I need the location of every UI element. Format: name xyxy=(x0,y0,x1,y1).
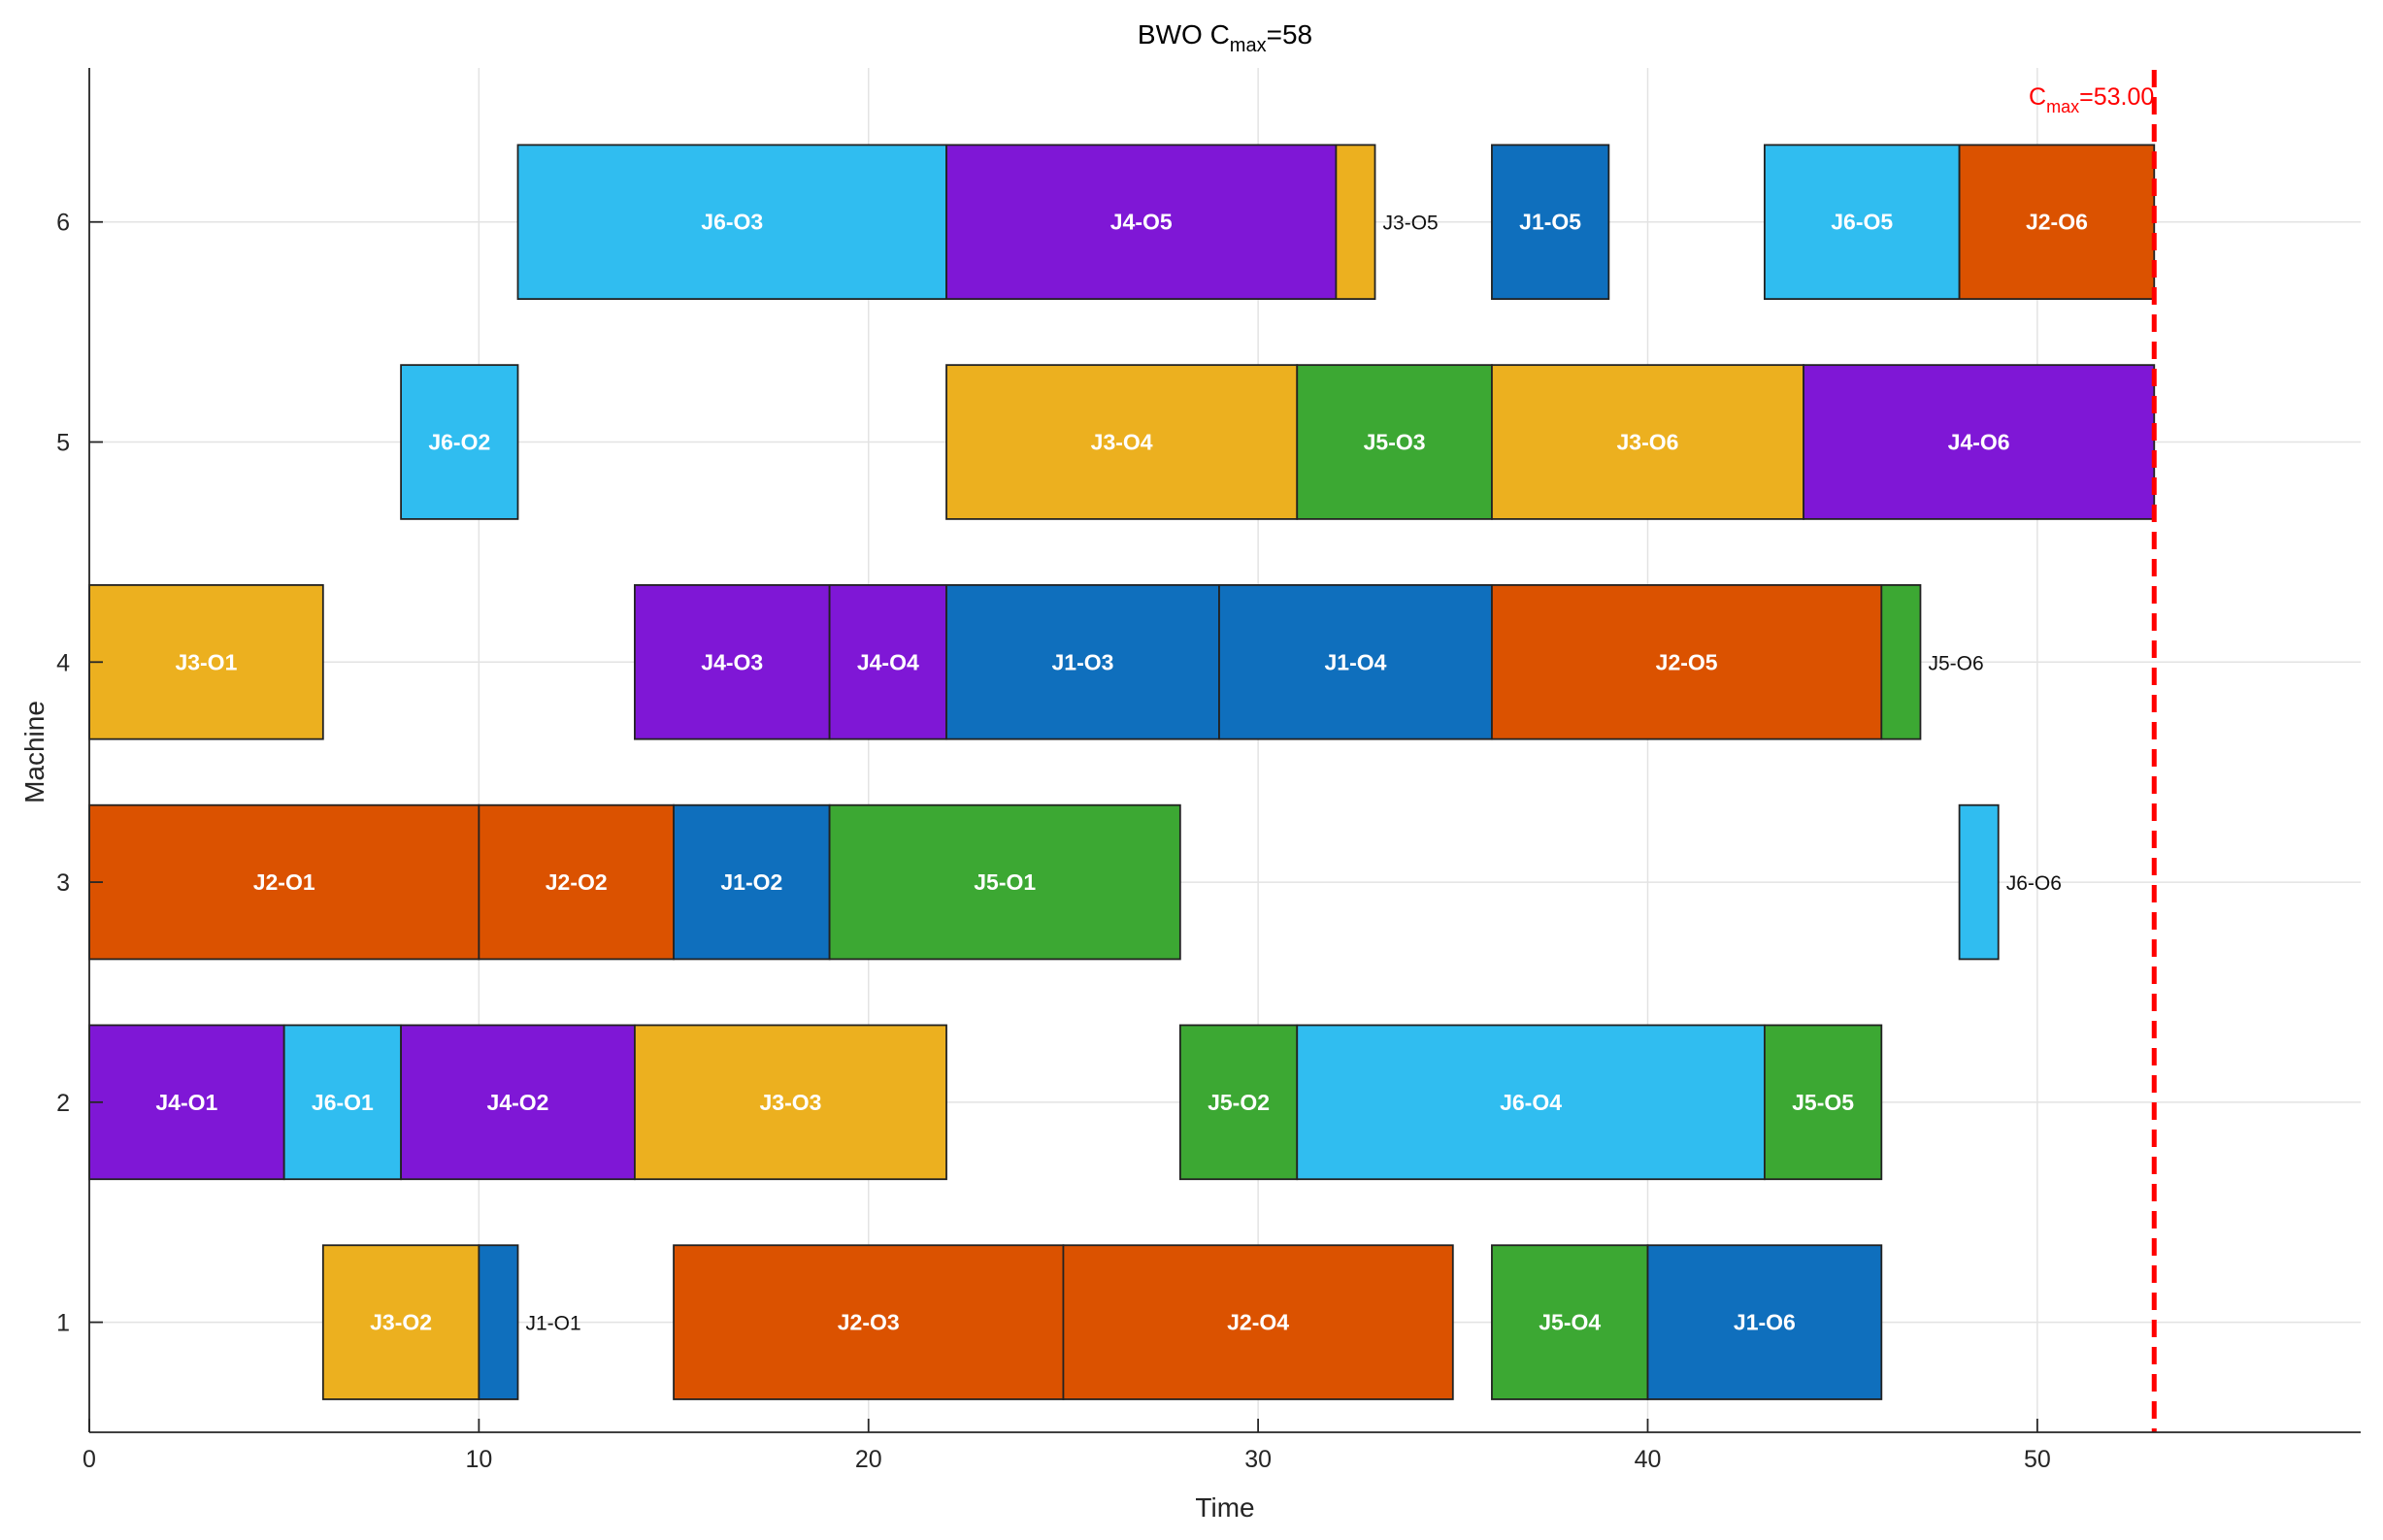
operation-bar-j3-o1 xyxy=(88,584,324,740)
operation-bar-j1-o6 xyxy=(1646,1244,1883,1400)
x-tick-label: 40 xyxy=(1635,1446,1662,1473)
operation-label-j4-o5: J4-O5 xyxy=(1110,210,1173,235)
operation-label-j1-o4: J1-O4 xyxy=(1324,649,1386,674)
operation-label-j6-o1: J6-O1 xyxy=(312,1090,374,1115)
operation-bar-j5-o3 xyxy=(1296,364,1493,520)
y-tick-label: 4 xyxy=(56,649,70,676)
x-tick-label: 0 xyxy=(83,1446,96,1473)
operation-bar-j5-o5 xyxy=(1764,1024,1883,1181)
operation-bar-j4-o5 xyxy=(945,144,1338,301)
chart-title-main: BWO C xyxy=(1138,19,1230,49)
operation-label-j5-o5: J5-O5 xyxy=(1792,1090,1854,1115)
operation-label-j2-o1: J2-O1 xyxy=(253,869,315,895)
operation-label-j6-o4: J6-O4 xyxy=(1500,1090,1562,1115)
operation-label-j6-o6: J6-O6 xyxy=(2006,872,2062,895)
operation-label-j3-o6: J3-O6 xyxy=(1617,430,1679,455)
operation-bar-j1-o1 xyxy=(478,1244,519,1400)
operation-bar-j2-o1 xyxy=(88,803,480,961)
operation-label-j6-o5: J6-O5 xyxy=(1831,210,1893,235)
operation-label-j4-o2: J4-O2 xyxy=(487,1090,549,1115)
x-axis-label: Time xyxy=(1195,1492,1254,1523)
y-tick-label: 5 xyxy=(56,430,70,457)
operation-bar-j6-o6 xyxy=(1958,803,2000,961)
operation-label-j3-o5: J3-O5 xyxy=(1383,213,1439,235)
operation-bar-j6-o4 xyxy=(1296,1024,1766,1181)
operation-bar-j1-o5 xyxy=(1491,144,1610,301)
operation-label-j1-o1: J1-O1 xyxy=(526,1313,581,1335)
operation-bar-j5-o6 xyxy=(1880,584,1922,740)
operation-bar-j2-o3 xyxy=(673,1244,1065,1400)
operation-bar-j6-o3 xyxy=(516,144,947,301)
operation-bar-j5-o4 xyxy=(1491,1244,1649,1400)
operation-label-j2-o3: J2-O3 xyxy=(838,1310,900,1335)
operation-bar-j2-o4 xyxy=(1062,1244,1454,1400)
operation-label-j3-o1: J3-O1 xyxy=(175,649,237,674)
operation-label-j1-o3: J1-O3 xyxy=(1052,649,1114,674)
x-tick-label: 10 xyxy=(465,1446,492,1473)
cmax-label-subscript: max xyxy=(2046,97,2079,116)
operation-bar-j6-o1 xyxy=(282,1024,402,1181)
operation-bar-j3-o3 xyxy=(634,1024,947,1181)
operation-bar-j3-o5 xyxy=(1335,144,1376,301)
operation-label-j3-o2: J3-O2 xyxy=(370,1310,432,1335)
x-tick-label: 20 xyxy=(855,1446,882,1473)
operation-bar-j2-o6 xyxy=(1958,144,2156,301)
operation-label-j5-o3: J5-O3 xyxy=(1364,430,1426,455)
axes: 0 10 20 30 40 50 1 2 3 4 5 6 xyxy=(56,68,2361,1473)
y-tick-label: 3 xyxy=(56,869,70,897)
operation-label-j5-o4: J5-O4 xyxy=(1539,1310,1601,1335)
operation-bar-j1-o2 xyxy=(673,803,831,961)
operation-bar-j2-o5 xyxy=(1491,584,1883,740)
operation-bar-j4-o1 xyxy=(88,1024,285,1181)
operation-label-j5-o2: J5-O2 xyxy=(1208,1090,1270,1115)
operation-label-j1-o6: J1-O6 xyxy=(1734,1310,1796,1335)
cmax-label-main: C xyxy=(2029,83,2046,111)
y-tick-label: 6 xyxy=(56,210,70,237)
operation-label-j3-o4: J3-O4 xyxy=(1091,430,1153,455)
operation-label-j5-o1: J5-O1 xyxy=(974,869,1036,895)
x-tick-label: 30 xyxy=(1244,1446,1272,1473)
cmax-label-suffix: =53.00 xyxy=(2079,83,2154,111)
cmax-label: Cmax=53.00 xyxy=(2029,83,2154,116)
operation-label-j2-o5: J2-O5 xyxy=(1656,649,1718,674)
operation-label-j1-o5: J1-O5 xyxy=(1519,210,1581,235)
operation-bar-j6-o2 xyxy=(400,364,519,520)
operation-bar-j4-o6 xyxy=(1803,364,2156,520)
y-axis-label: Machine xyxy=(19,701,50,803)
x-tick-label: 50 xyxy=(2024,1446,2051,1473)
operation-label-j4-o6: J4-O6 xyxy=(1948,430,2010,455)
operation-bar-j5-o2 xyxy=(1178,1024,1299,1181)
operation-bar-j6-o5 xyxy=(1764,144,1961,301)
operation-bar-j4-o2 xyxy=(400,1024,636,1181)
operation-bar-j2-o2 xyxy=(478,803,675,961)
operation-label-j2-o6: J2-O6 xyxy=(2026,210,2088,235)
operation-bar-j4-o3 xyxy=(634,584,831,740)
operation-bar-j3-o2 xyxy=(321,1244,480,1400)
chart-title: BWO Cmax=58 xyxy=(1138,19,1312,56)
chart-title-suffix: =58 xyxy=(1267,19,1313,49)
chart-text: BWO Cmax=58 Time Machine xyxy=(19,19,1312,1523)
chart-title-subscript: max xyxy=(1230,35,1267,56)
operation-label-j4-o3: J4-O3 xyxy=(701,649,763,674)
operation-label-j2-o2: J2-O2 xyxy=(546,869,608,895)
operation-label-j2-o4: J2-O4 xyxy=(1227,1310,1289,1335)
operation-label-j1-o2: J1-O2 xyxy=(720,869,782,895)
operation-bar-j3-o4 xyxy=(945,364,1299,520)
operation-label-j6-o3: J6-O3 xyxy=(701,210,763,235)
operation-bar-j4-o4 xyxy=(828,584,947,740)
operation-label-j4-o4: J4-O4 xyxy=(857,649,919,674)
y-tick-label: 2 xyxy=(56,1090,70,1117)
y-tick-label: 1 xyxy=(56,1310,70,1337)
operation-bar-j1-o3 xyxy=(945,584,1220,740)
operation-label-j5-o6: J5-O6 xyxy=(1928,652,1983,674)
operation-bar-j1-o4 xyxy=(1218,584,1493,740)
operation-label-j4-o1: J4-O1 xyxy=(155,1090,217,1115)
cmax-marker: Cmax=53.00 xyxy=(2029,70,2157,1432)
operation-bars: J3-O1 J2-O1 J4-O1 J6-O1 J3-O2 J6-O2 J4-O2 J1-O1… xyxy=(88,144,2156,1400)
operation-label-j6-o2: J6-O2 xyxy=(428,430,490,455)
operation-bar-j5-o1 xyxy=(828,803,1181,961)
operation-label-j3-o3: J3-O3 xyxy=(760,1090,822,1115)
